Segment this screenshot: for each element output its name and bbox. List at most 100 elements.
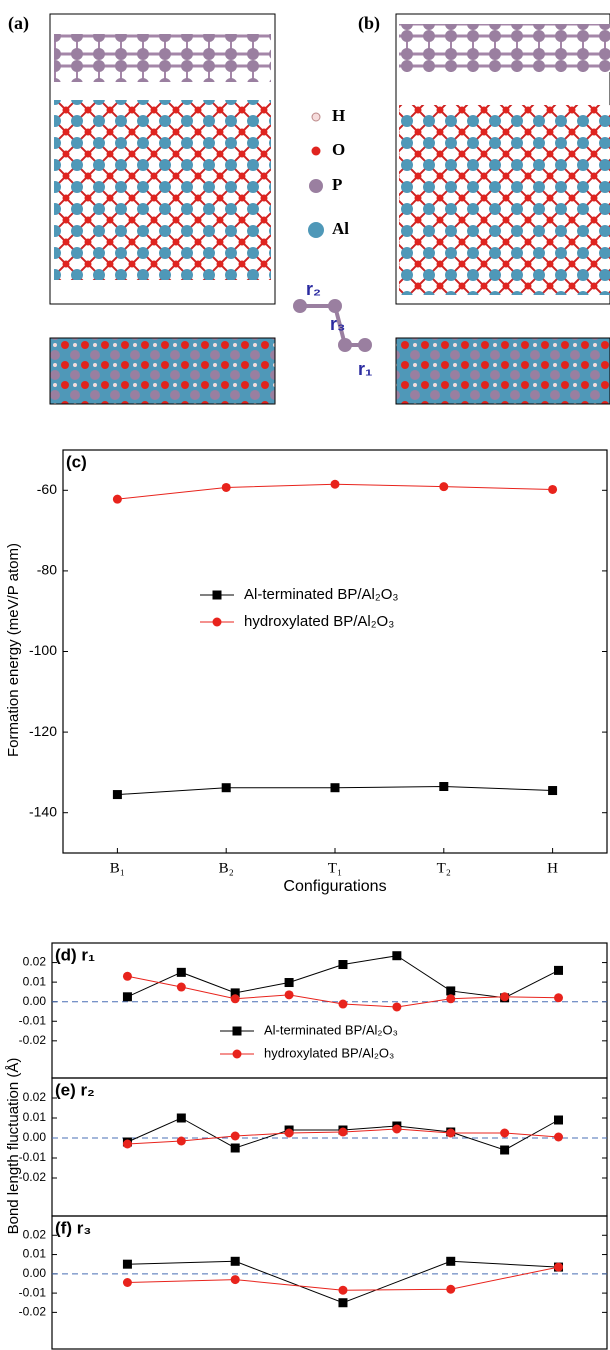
y-tick-label: 0.02: [23, 1227, 47, 1241]
p-atom: [338, 338, 352, 352]
bond-label: r₂: [306, 279, 321, 299]
y-tick-label: 0.01: [23, 974, 47, 988]
marker: [548, 484, 558, 494]
marker: [122, 1259, 132, 1269]
marker: [338, 1127, 348, 1137]
y-tick-label: 0.01: [23, 1247, 47, 1261]
y-tick-label: -0.02: [19, 1305, 47, 1319]
y-tick-label: -0.01: [19, 1285, 47, 1299]
atom-label: H: [332, 106, 345, 125]
marker: [554, 1115, 564, 1125]
marker: [446, 1256, 456, 1266]
marker: [232, 1049, 242, 1059]
bond-label: r₃: [330, 314, 345, 334]
y-tick-label: 0.02: [23, 955, 47, 969]
bp-layer: [399, 24, 610, 72]
marker: [330, 783, 340, 793]
marker: [439, 482, 449, 492]
plot-frame: [51, 1077, 608, 1217]
y-tick-label: -140: [29, 803, 57, 819]
y-tick-label: 0.00: [23, 1266, 47, 1280]
y-tick-label: -0.01: [19, 1013, 47, 1027]
marker: [122, 1139, 132, 1149]
marker: [338, 1298, 348, 1308]
x-tick-label: H: [547, 860, 558, 876]
marker: [230, 1256, 240, 1266]
marker: [392, 951, 402, 961]
atom-label: P: [332, 175, 342, 194]
bond-chain: [300, 304, 365, 347]
marker: [446, 1128, 456, 1138]
marker: [392, 1124, 402, 1134]
marker: [112, 790, 122, 800]
marker: [548, 786, 558, 796]
y-tick-label: -0.02: [19, 1033, 47, 1047]
y-tick-label: -120: [29, 723, 57, 739]
legend-atom: [308, 222, 324, 238]
marker: [338, 999, 348, 1009]
y-tick-label: -80: [37, 562, 57, 578]
series-line: [127, 1260, 559, 1304]
legend-label: hydroxylated BP/Al₂O₃: [244, 613, 394, 630]
marker: [392, 1002, 402, 1012]
legend-atom: [311, 146, 321, 156]
y-tick-label: -100: [29, 642, 57, 658]
x-tick-label: T₁: [328, 860, 342, 876]
al2o3-slab: [399, 105, 610, 295]
y-tick-label: 0.00: [23, 1130, 47, 1144]
marker: [284, 978, 294, 988]
marker: [212, 617, 222, 627]
marker: [446, 986, 456, 996]
marker: [122, 992, 132, 1002]
p-atom: [328, 299, 342, 313]
y-axis-label: Formation energy (meV/P atom): [5, 543, 22, 757]
legend-atom: [311, 112, 321, 122]
marker: [122, 1278, 132, 1287]
p-atom: [358, 338, 372, 352]
marker: [500, 1128, 510, 1138]
marker: [554, 965, 564, 975]
marker: [230, 1143, 240, 1153]
marker: [446, 994, 456, 1004]
panel-title: (e) r₂: [55, 1080, 95, 1099]
marker: [554, 1132, 564, 1142]
bond-label: r₁: [358, 359, 372, 379]
panel-title: (f) r₃: [55, 1218, 91, 1237]
marker: [232, 1026, 242, 1036]
x-axis-label: Configurations: [283, 878, 386, 895]
x-tick-label: B₂: [219, 860, 234, 876]
bp-layer: [54, 34, 271, 82]
marker: [330, 479, 340, 489]
marker: [338, 1285, 348, 1295]
marker: [500, 992, 510, 1002]
marker: [230, 1131, 240, 1141]
marker: [338, 960, 348, 970]
marker: [112, 494, 122, 504]
legend-label: Al-terminated BP/Al₂O₃: [244, 586, 398, 603]
marker: [230, 1275, 240, 1285]
marker: [176, 1136, 186, 1146]
y-tick-label: 0.01: [23, 1110, 47, 1124]
marker: [221, 482, 231, 492]
top-view-a: [49, 337, 276, 405]
atom-label: O: [332, 140, 345, 159]
x-tick-label: T₂: [437, 860, 451, 876]
legend-label: hydroxylated BP/Al₂O₃: [264, 1045, 394, 1060]
legend-atom: [309, 179, 323, 193]
y-axis-label: Bond length fluctuation (Å): [5, 1058, 22, 1235]
y-tick-label: 0.02: [23, 1090, 47, 1104]
marker: [176, 982, 186, 992]
marker: [230, 988, 240, 998]
panel-title: (c): [66, 452, 87, 471]
legend-label: Al-terminated BP/Al₂O₃: [264, 1022, 398, 1037]
panel-label: (b): [358, 13, 380, 34]
marker: [230, 994, 240, 1004]
plot-frame: [51, 1215, 608, 1350]
marker: [122, 971, 132, 981]
marker: [446, 1284, 456, 1294]
y-tick-label: 0.00: [23, 994, 47, 1008]
panel-title: (d) r₁: [55, 945, 95, 964]
marker: [439, 782, 449, 792]
marker: [176, 967, 186, 977]
